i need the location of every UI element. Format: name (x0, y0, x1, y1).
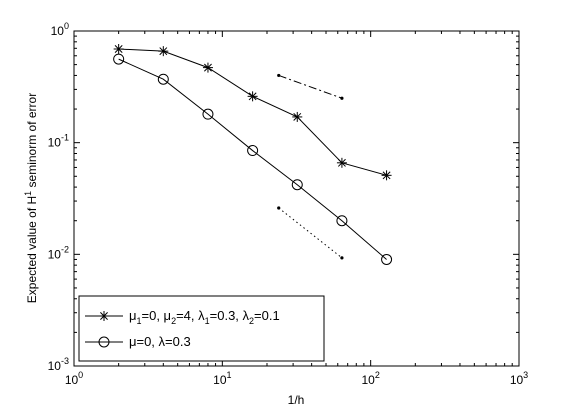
y-tick-label: 10-3 (48, 356, 69, 373)
data-point (381, 253, 393, 265)
x-tick-label: 101 (213, 370, 231, 387)
data-point (113, 53, 125, 65)
y-tick-label-base: 10 (48, 136, 62, 150)
reference-line-endpoint (277, 73, 281, 78)
series-layer (113, 43, 393, 265)
series-1 (113, 43, 392, 181)
y-tick-label-exp: -3 (61, 356, 69, 366)
legend-label: μ=0, λ=0.3 (129, 334, 191, 349)
data-point (291, 179, 303, 191)
data-point (202, 108, 214, 120)
x-tick-label-base: 10 (65, 373, 79, 387)
x-tick-label: 102 (361, 370, 379, 387)
legend-item: μ=0, λ=0.3 (85, 334, 191, 349)
y-tick-label: 10-1 (48, 133, 69, 150)
legend-box (78, 295, 325, 362)
x-axis-label: 1/h (288, 393, 305, 407)
x-tick-label: 100 (65, 370, 83, 387)
series-2 (113, 53, 393, 265)
legend-label-part: μ (129, 308, 137, 323)
x-tick-label-base: 10 (213, 373, 227, 387)
y-tick-label-exp: -1 (61, 133, 69, 143)
plot-frame (73, 30, 520, 367)
x-tick-label-exp: 1 (227, 370, 232, 380)
legend-label-part: μ=0, λ=0.3 (129, 334, 191, 349)
data-point (202, 62, 213, 73)
data-point (381, 170, 392, 181)
y-tick-label: 10-2 (48, 244, 69, 261)
marker-stroke (248, 92, 257, 101)
data-point (113, 43, 124, 54)
x-tick-label-exp: 2 (375, 370, 380, 380)
marker-stroke (337, 158, 346, 167)
marker-stroke (114, 45, 123, 53)
legend-label: μ1=0, μ2=4, λ1=0.3, λ2=0.1 (129, 308, 280, 326)
legend-marker (98, 336, 110, 348)
x-tick-label-exp: 0 (78, 370, 83, 380)
reference-line-endpoint (340, 96, 344, 100)
legend-label-part: 2 (171, 316, 176, 326)
legend-label-part: =0.1 (254, 308, 280, 323)
legend-label-part: 1 (205, 316, 210, 326)
y-axis-label: Expected value of H1 seminorm of error (23, 93, 39, 303)
x-tick-label: 103 (510, 370, 528, 387)
y-axis-label-sup: 1 (23, 191, 33, 196)
x-tick-label-exp: 3 (523, 370, 528, 380)
x-tick-label-base: 10 (510, 373, 524, 387)
legend-label-part: 2 (249, 316, 254, 326)
legend-label-part: =4, λ (176, 308, 205, 323)
data-point (158, 46, 169, 57)
data-point (247, 91, 258, 102)
y-tick-label-base: 10 (51, 24, 65, 38)
data-point (157, 73, 169, 85)
data-point (247, 145, 259, 157)
x-tick-labels: 100 101 102 103 (65, 370, 528, 387)
legend-label-part: 1 (137, 316, 142, 326)
data-point (336, 157, 347, 168)
data-point (336, 215, 348, 227)
legend-marker (99, 311, 109, 321)
marker-stroke (293, 112, 302, 121)
marker-stroke (159, 47, 168, 56)
y-axis-label-part: Expected value of H (25, 196, 39, 303)
y-tick-label-base: 10 (48, 359, 62, 373)
y-tick-label-exp: -2 (61, 244, 69, 254)
marker-stroke (382, 171, 391, 180)
reference-line-endpoint (340, 256, 344, 260)
legend: μ1=0, μ2=4, λ1=0.3, λ2=0.1μ=0, λ=0.3 (78, 295, 325, 362)
reference-lines (277, 73, 344, 260)
reference-line-endpoint (277, 206, 281, 210)
legend-item: μ1=0, μ2=4, λ1=0.3, λ2=0.1 (85, 308, 280, 326)
marker-stroke (204, 63, 212, 72)
legend-label-part: =0, μ (142, 308, 172, 323)
y-tick-label-exp: 0 (64, 21, 69, 31)
x-tick-label-base: 10 (361, 373, 375, 387)
data-point (292, 111, 303, 122)
reference-line-dashdot (278, 74, 343, 99)
y-tick-label-base: 10 (48, 247, 62, 261)
legend-label-part: =0.3, λ (210, 308, 250, 323)
y-axis-label-part: seminorm of error (25, 93, 39, 191)
marker-stroke (100, 312, 108, 320)
series-line (118, 58, 387, 260)
y-tick-label: 100 (51, 21, 69, 38)
